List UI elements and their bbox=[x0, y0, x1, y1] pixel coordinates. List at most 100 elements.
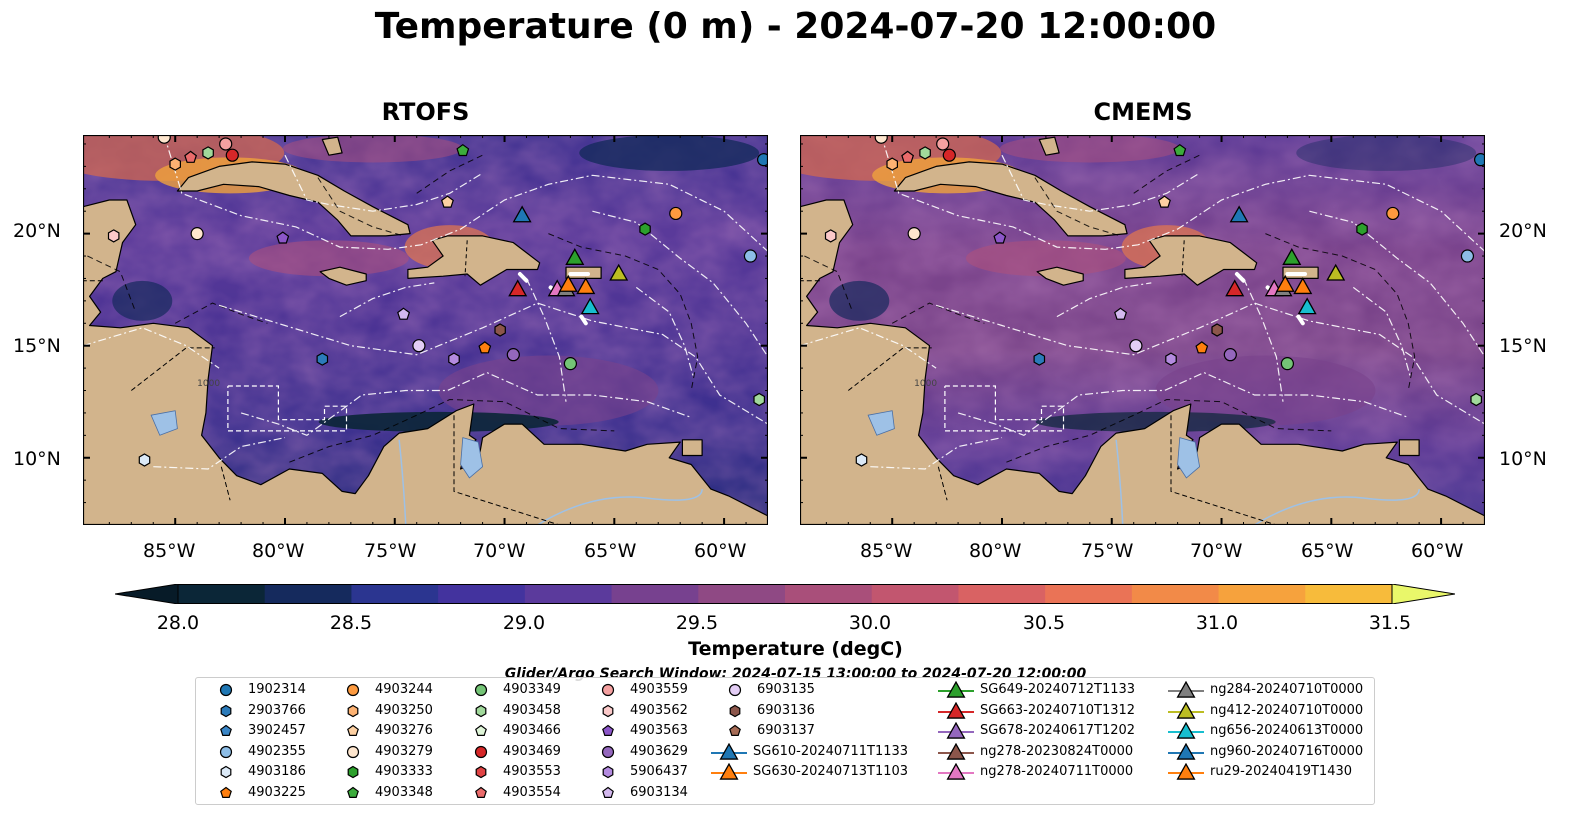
lake bbox=[460, 437, 484, 479]
legend-label: 4903250 bbox=[375, 702, 433, 718]
marker-ng412-20240710T0000 bbox=[1326, 263, 1346, 281]
river bbox=[1254, 489, 1420, 525]
legend-hexagon bbox=[475, 765, 487, 779]
marker-4903225 bbox=[1195, 341, 1209, 354]
lake bbox=[1177, 437, 1201, 479]
legend-circle bbox=[219, 745, 233, 758]
marker-4903225 bbox=[478, 341, 492, 354]
bathymetry-contour bbox=[416, 154, 483, 194]
legend-marker-triangle bbox=[938, 763, 974, 780]
legend-circle bbox=[474, 745, 488, 758]
legend-pentagon bbox=[347, 786, 359, 798]
bathymetry-contour bbox=[317, 177, 404, 237]
panel-title-rtofs: RTOFS bbox=[381, 98, 470, 126]
legend-marker-circle bbox=[474, 683, 488, 697]
legend-marker-triangle bbox=[711, 742, 747, 760]
legend-marker-circle bbox=[728, 683, 742, 697]
legend-label: 5906437 bbox=[630, 764, 688, 779]
cool-patch bbox=[579, 135, 760, 171]
colorbar-tick: 28.5 bbox=[329, 612, 373, 634]
marker-4903250 bbox=[886, 157, 899, 171]
marker-SG663-20240710T1312 bbox=[508, 279, 528, 297]
legend-marker-triangle bbox=[1168, 722, 1204, 739]
bathymetry-contour bbox=[1034, 177, 1121, 237]
legend-marker-hexagon bbox=[602, 765, 614, 779]
legend-marker-circle bbox=[346, 745, 360, 758]
legend-marker-pentagon bbox=[602, 724, 614, 736]
legend-circle bbox=[601, 745, 615, 758]
marker-SG649-20240712T1133 bbox=[565, 248, 585, 265]
map-panel-rtofs[interactable]: 1000 bbox=[83, 135, 768, 525]
legend-label: 4903458 bbox=[503, 702, 561, 718]
legend-pentagon bbox=[475, 724, 487, 736]
colorbar-segment bbox=[698, 584, 786, 604]
marker-4903279 bbox=[907, 227, 921, 241]
glider-track bbox=[517, 272, 529, 283]
legend-label: 4903563 bbox=[630, 723, 688, 738]
legend-marker-triangle bbox=[711, 763, 747, 780]
rtofs-map-svg[interactable]: 1000 bbox=[83, 135, 768, 525]
legend-label: 4903562 bbox=[630, 702, 688, 718]
marker-6903136 bbox=[494, 323, 506, 337]
colorbar-tick: 31.0 bbox=[1195, 612, 1239, 634]
colorbar-tick: 29.5 bbox=[675, 612, 719, 634]
river bbox=[537, 489, 703, 525]
marker-4903458 bbox=[202, 146, 214, 160]
river bbox=[398, 439, 407, 525]
colorbar-segment bbox=[785, 584, 873, 604]
legend-label: 4903279 bbox=[375, 743, 433, 759]
legend-hexagon bbox=[602, 765, 614, 779]
cmems-map-svg[interactable]: 1000 bbox=[800, 135, 1485, 525]
legend-marker-triangle bbox=[1168, 742, 1204, 760]
eez-boundary bbox=[1352, 286, 1411, 378]
panel-title-cmems: CMEMS bbox=[1093, 98, 1193, 126]
marker-4903469 bbox=[225, 148, 239, 162]
legend-hexagon bbox=[475, 704, 487, 717]
marker-6903135 bbox=[1129, 339, 1143, 353]
legend-label: ng278-20240711T0000 bbox=[980, 764, 1134, 779]
bathymetry-contour bbox=[548, 233, 699, 391]
legend-marker-hexagon bbox=[475, 704, 487, 717]
colorbar-extend-low bbox=[114, 583, 179, 605]
legend-triangle bbox=[1176, 722, 1196, 739]
marker-SG663-20240710T1312 bbox=[1225, 279, 1245, 297]
eez-boundary bbox=[880, 135, 1485, 253]
marker-1902314 bbox=[1474, 153, 1485, 167]
land-bahamas1 bbox=[1038, 136, 1060, 156]
legend-label: 4903553 bbox=[503, 764, 561, 779]
legend-triangle bbox=[1176, 681, 1196, 698]
legend-marker-pentagon bbox=[347, 724, 359, 736]
eez-boundary bbox=[592, 210, 768, 358]
marker-4903629 bbox=[506, 348, 520, 362]
country-border bbox=[1181, 240, 1185, 277]
marker-SG610-20240711T1133 bbox=[512, 205, 532, 223]
colorbar-segment bbox=[958, 584, 1046, 604]
marker-4903276 bbox=[440, 195, 454, 208]
lat-label-10n-right: 10°N bbox=[1499, 448, 1547, 470]
marker-SG630-20240713T1103 bbox=[558, 274, 578, 292]
land-jamaica bbox=[319, 266, 367, 286]
legend-label: 6903137 bbox=[757, 723, 815, 738]
warm-patch bbox=[282, 135, 463, 163]
marker-4903559 bbox=[936, 137, 950, 151]
marker-4903276 bbox=[1157, 195, 1171, 208]
marker-2903766 bbox=[316, 352, 329, 366]
land-jamaica bbox=[1036, 266, 1084, 286]
legend-label: 4903244 bbox=[375, 682, 433, 697]
legend-marker-circle bbox=[219, 745, 233, 758]
colorbar-tick: 30.0 bbox=[848, 612, 892, 634]
legend-label: SG630-20240713T1103 bbox=[753, 764, 909, 779]
bathymetry-contour bbox=[804, 255, 854, 313]
lat-label-20n-left: 20°N bbox=[13, 220, 61, 242]
marker-1902314 bbox=[757, 153, 768, 167]
legend-marker-triangle bbox=[1168, 763, 1204, 780]
colorbar-segment bbox=[871, 584, 959, 604]
legend-label: 4903466 bbox=[503, 723, 561, 738]
marker-4903562 bbox=[824, 229, 837, 243]
marker-SG610-20240711T1133 bbox=[1229, 205, 1249, 223]
colorbar-tick: 30.5 bbox=[1022, 612, 1066, 634]
legend-marker-hexagon bbox=[220, 765, 232, 779]
lat-label-15n-left: 15°N bbox=[13, 335, 61, 357]
marker-6903134 bbox=[1114, 307, 1128, 320]
map-panel-cmems[interactable]: 1000 bbox=[800, 135, 1485, 525]
